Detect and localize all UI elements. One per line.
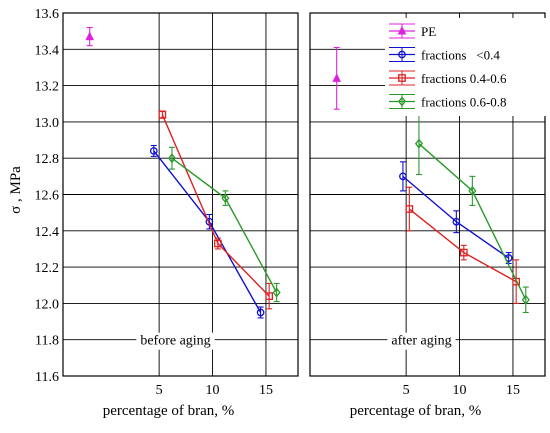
series-3 [414, 112, 530, 314]
panel-1: before aging 5 10 15 percentage of bran, % [62, 12, 299, 419]
data-point-2 [512, 277, 521, 286]
data-point-0 [85, 31, 95, 41]
legend-marker [397, 96, 407, 107]
legend-marker [397, 25, 407, 35]
legend-marker [398, 74, 406, 82]
data-point-2 [272, 287, 281, 298]
series-2 [405, 186, 521, 304]
y-tick-label-6: 12.8 [35, 152, 60, 167]
series-1 [149, 144, 265, 319]
legend-entry-3: fractions 0.6-0.8 [389, 94, 507, 110]
data-point-1 [468, 185, 477, 196]
legend-entry-0: PE [389, 23, 436, 39]
y-tick-label-8: 13.2 [35, 80, 60, 95]
legend-label: fractions 0.4-0.6 [421, 71, 507, 86]
data-point-1 [221, 193, 230, 204]
series-line [171, 157, 278, 293]
data-point-2 [256, 308, 265, 317]
data-point-2 [265, 292, 274, 300]
y-tick-label-0: 11.6 [35, 370, 59, 385]
x-tick-label-2: 15 [259, 383, 273, 398]
data-point-0 [167, 153, 176, 164]
series-0 [332, 46, 342, 110]
legend-background [385, 18, 546, 116]
plot-frame [62, 12, 299, 377]
series-line [153, 150, 262, 313]
x-tick-label-1: 10 [453, 383, 467, 398]
series-2 [158, 110, 274, 310]
x-axis-title: percentage of bran, % [103, 403, 235, 419]
y-tick-label-2: 12.0 [35, 297, 60, 312]
legend: PE fractions <0.4 fractions 0.4-0.6 fractio… [385, 18, 546, 116]
legend-label: fractions <0.4 [421, 48, 500, 63]
y-tick-label-9: 13.4 [35, 43, 60, 58]
plot-frame [309, 12, 546, 377]
y-tick-label-7: 13.0 [35, 116, 60, 131]
y-axis-ticks: 11.6 11.8 12.0 12.2 12.4 12.6 12.8 13.0 13.2 13.4… [35, 7, 60, 385]
series-3 [167, 146, 281, 303]
series-0 [85, 26, 95, 47]
data-point-0 [405, 205, 414, 213]
y-axis-title: σ , MPa [8, 166, 24, 214]
panel-annotation: after aging [391, 334, 451, 349]
legend-marker [398, 50, 406, 59]
x-tick-label-2: 15 [506, 383, 520, 398]
series-1 [399, 161, 513, 265]
grid [63, 12, 298, 377]
legend-entry-1: fractions <0.4 [389, 47, 500, 63]
data-point-0 [158, 110, 167, 119]
legend-entry-2: fractions 0.4-0.6 [389, 70, 507, 86]
data-point-0 [149, 147, 158, 155]
legend-label: PE [421, 24, 436, 39]
legend-label: fractions 0.6-0.8 [421, 95, 507, 110]
data-point-1 [214, 239, 222, 248]
data-point-0 [399, 172, 407, 181]
series-line [161, 114, 270, 297]
y-tick-label-4: 12.4 [35, 225, 60, 240]
y-tick-label-1: 11.8 [35, 334, 59, 349]
annotation-background [387, 332, 456, 350]
y-tick-label-5: 12.6 [35, 189, 60, 204]
data-point-0 [332, 73, 342, 82]
x-tick-label-0: 5 [156, 383, 163, 398]
x-tick-label-0: 5 [403, 383, 410, 398]
data-point-0 [414, 138, 423, 149]
data-point-2 [521, 294, 530, 305]
panel-annotation: before aging [140, 334, 210, 349]
panel-2: after aging 5 10 15 percentage of bran, % [309, 12, 546, 419]
x-tick-label-1: 10 [206, 383, 220, 398]
annotation-background [136, 332, 215, 350]
series-line [418, 143, 527, 301]
x-axis-title: percentage of bran, % [350, 403, 482, 419]
y-tick-label-3: 12.2 [35, 261, 60, 276]
y-tick-label-10: 13.6 [35, 7, 60, 22]
data-point-1 [452, 217, 461, 226]
data-point-1 [459, 248, 468, 257]
